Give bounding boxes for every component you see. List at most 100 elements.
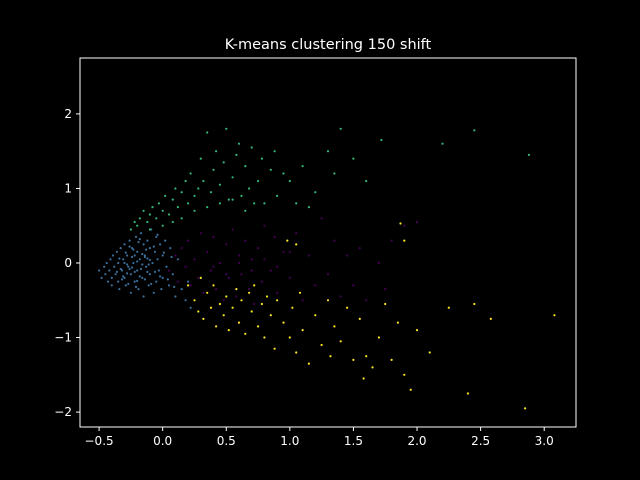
scatter-point — [209, 269, 213, 272]
scatter-point — [127, 282, 130, 285]
scatter-point — [244, 165, 247, 168]
scatter-point — [193, 299, 196, 302]
scatter-point — [235, 153, 238, 156]
scatter-point — [447, 306, 450, 309]
scatter-point — [265, 295, 269, 298]
scatter-point — [126, 263, 129, 266]
scatter-point — [227, 198, 230, 201]
scatter-point — [212, 284, 215, 287]
scatter-point — [193, 194, 196, 197]
scatter-point — [298, 291, 302, 294]
scatter-point — [384, 302, 387, 306]
scatter-point — [129, 291, 132, 294]
scatter-point — [295, 202, 298, 205]
scatter-point — [403, 373, 406, 376]
scatter-point — [136, 250, 139, 253]
scatter-point — [98, 269, 101, 272]
scatter-point — [162, 251, 165, 254]
scatter-point — [180, 247, 183, 250]
scatter-point — [170, 255, 173, 259]
scatter-point — [212, 235, 215, 238]
scatter-point — [276, 265, 279, 268]
scatter-point — [273, 150, 276, 153]
chart-title: K-means clustering 150 shift — [225, 37, 432, 53]
scatter-point — [146, 220, 149, 224]
scatter-point — [225, 127, 228, 130]
scatter-point — [159, 243, 162, 246]
scatter-point — [103, 265, 106, 268]
scatter-point — [225, 243, 228, 246]
scatter-point — [159, 275, 162, 278]
scatter-point — [276, 194, 279, 197]
scatter-point — [215, 325, 218, 328]
x-tick-label: 1.5 — [344, 434, 363, 448]
scatter-point — [136, 260, 139, 263]
scatter-point — [291, 306, 294, 309]
scatter-point — [147, 263, 150, 266]
scatter-point — [128, 267, 131, 271]
scatter-point — [248, 291, 251, 294]
scatter-point — [263, 258, 266, 261]
scatter-point — [244, 209, 247, 212]
scatter-point — [218, 202, 221, 205]
scatter-point — [339, 340, 342, 343]
scatter-point — [141, 253, 144, 256]
scatter-point — [108, 269, 111, 272]
scatter-point — [189, 172, 192, 175]
scatter-point — [124, 251, 127, 254]
scatter-point — [295, 232, 298, 235]
scatter-point — [473, 129, 476, 132]
scatter-point — [187, 280, 190, 283]
scatter-point — [227, 329, 230, 332]
scatter-point — [129, 273, 132, 276]
scatter-point — [147, 284, 150, 287]
scatter-point — [240, 273, 243, 276]
scatter-point — [141, 276, 144, 279]
scatter-point — [193, 209, 196, 212]
scatter-point — [114, 273, 117, 276]
scatter-point — [112, 254, 115, 257]
scatter-point — [218, 261, 221, 265]
x-tick-label: 0.0 — [153, 434, 172, 448]
scatter-point — [157, 269, 160, 272]
scatter-point — [199, 276, 202, 279]
scatter-point — [139, 267, 143, 271]
scatter-point — [320, 217, 323, 220]
scatter-point — [106, 280, 110, 283]
scatter-point — [138, 238, 141, 241]
scatter-point — [390, 358, 393, 361]
scatter-point — [113, 265, 116, 268]
scatter-point — [134, 285, 138, 288]
scatter-point — [263, 336, 266, 339]
scatter-point — [326, 150, 330, 153]
x-tick-label: 3.0 — [535, 434, 554, 448]
scatter-point — [115, 270, 118, 273]
scatter-point — [127, 265, 130, 268]
scatter-point — [237, 321, 241, 324]
scatter-point — [153, 250, 157, 253]
scatter-point — [155, 217, 158, 220]
scatter-point — [288, 179, 291, 183]
scatter-point — [377, 261, 380, 265]
scatter-point — [180, 288, 183, 291]
y-axis: −2 −1 0 1 2 — [54, 107, 80, 419]
scatter-point — [235, 295, 238, 298]
scatter-point — [133, 254, 136, 257]
scatter-point — [161, 254, 164, 257]
scatter-point — [142, 243, 145, 246]
scatter-point — [352, 358, 355, 361]
scatter-point — [428, 351, 431, 354]
scatter-point — [117, 280, 120, 283]
scatter-point — [129, 228, 132, 231]
scatter-point — [273, 235, 276, 238]
scatter-point — [346, 254, 349, 257]
scatter-point — [161, 224, 164, 227]
scatter-point — [110, 276, 113, 279]
scatter-point — [151, 206, 154, 209]
scatter-point — [231, 228, 234, 231]
scatter-point — [473, 302, 476, 306]
scatter-point — [244, 332, 247, 335]
scatter-point — [148, 228, 151, 231]
scatter-point — [173, 285, 176, 288]
scatter-point — [174, 254, 177, 257]
